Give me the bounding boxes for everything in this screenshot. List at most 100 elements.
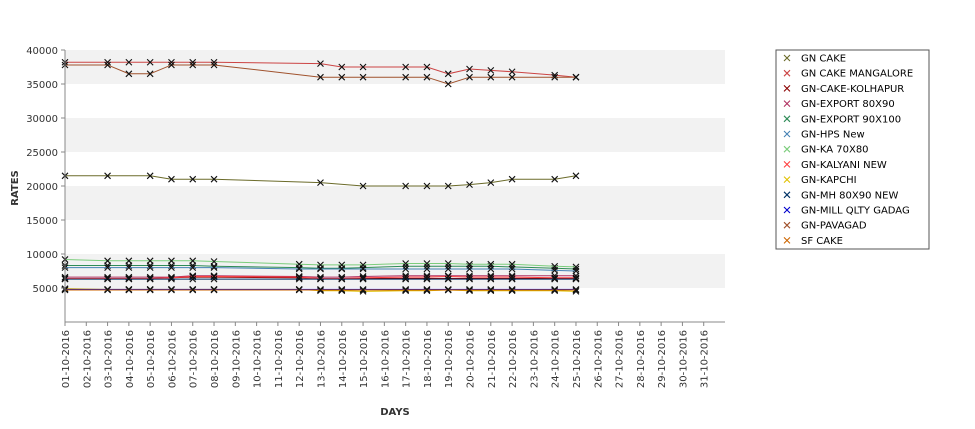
data-point — [338, 261, 346, 269]
x-tick-label: 28-10-2016 — [636, 330, 647, 388]
data-point — [210, 273, 218, 280]
data-point — [359, 273, 367, 280]
x-tick-label: 03-10-2016 — [104, 330, 115, 388]
data-point — [317, 261, 324, 269]
data-point — [210, 58, 218, 66]
data-point — [210, 61, 218, 69]
data-point — [146, 58, 154, 66]
legend-entry: GN-KALYANI NEW — [783, 160, 887, 171]
y-tick-label: 35000 — [26, 80, 58, 91]
x-tick-label: 16-10-2016 — [380, 330, 391, 388]
data-point — [423, 275, 431, 283]
data-point — [359, 261, 367, 269]
data-point — [572, 286, 580, 294]
data-point — [338, 73, 346, 81]
series-line — [65, 175, 577, 187]
data-point — [146, 286, 154, 294]
series-group — [61, 61, 580, 88]
data-point — [444, 273, 452, 280]
x-tick-label: 31-10-2016 — [700, 330, 711, 388]
x-tick-label: 14-10-2016 — [338, 330, 349, 388]
legend-marker — [783, 176, 791, 183]
x-tick-label: 22-10-2016 — [508, 330, 519, 388]
legend-box — [775, 49, 930, 250]
x-tick-label: 10-10-2016 — [253, 330, 264, 388]
data-point — [338, 286, 346, 294]
data-point — [317, 179, 324, 186]
data-point — [444, 70, 452, 78]
data-point — [104, 58, 111, 66]
x-tick-label: 15-10-2016 — [359, 330, 370, 388]
data-point — [444, 265, 452, 273]
data-point — [295, 275, 303, 283]
data-point — [551, 274, 559, 282]
data-point — [189, 275, 197, 283]
data-point — [423, 262, 431, 270]
series-layer — [61, 58, 580, 295]
data-point — [551, 286, 559, 294]
legend-marker — [783, 69, 791, 77]
y-tick-label: 5000 — [33, 284, 58, 295]
x-tick-label: 07-10-2016 — [189, 330, 200, 388]
legend-entry: GN-KAPCHI — [783, 175, 857, 186]
data-point — [210, 275, 218, 283]
x-tick-label: 17-10-2016 — [402, 330, 413, 388]
data-point — [572, 73, 580, 81]
legend-label: GN-KAPCHI — [801, 175, 857, 186]
x-tick-label: 21-10-2016 — [487, 330, 498, 388]
grid-band — [65, 186, 725, 220]
data-point — [359, 274, 367, 282]
data-point — [444, 260, 452, 267]
data-point — [359, 182, 367, 190]
data-point — [359, 73, 367, 81]
y-tick-label: 20000 — [26, 182, 58, 193]
x-tick-label: 06-10-2016 — [167, 330, 178, 388]
data-point — [508, 73, 516, 81]
data-point — [508, 68, 516, 76]
legend-label: GN-MH 80X90 NEW — [801, 190, 898, 201]
data-point — [444, 80, 452, 88]
series-group — [61, 275, 580, 283]
data-point — [168, 264, 175, 271]
data-point — [189, 273, 197, 280]
x-tick-label: 30-10-2016 — [678, 330, 689, 388]
data-point — [508, 286, 516, 294]
data-point — [317, 73, 324, 81]
x-tick-label: 02-10-2016 — [82, 330, 93, 388]
data-point — [168, 61, 175, 69]
legend-marker — [783, 85, 791, 92]
data-point — [125, 257, 133, 265]
series-line — [65, 64, 576, 85]
data-point — [104, 172, 111, 180]
data-point — [168, 58, 175, 66]
data-point — [168, 275, 175, 283]
data-point — [146, 70, 154, 78]
data-point — [402, 73, 410, 81]
data-point — [551, 73, 559, 81]
data-point — [125, 58, 133, 66]
data-point — [168, 286, 175, 294]
data-point — [551, 175, 559, 183]
data-point — [125, 70, 133, 78]
data-point — [423, 260, 431, 267]
series-group — [61, 256, 580, 271]
data-point — [295, 286, 303, 294]
x-axis-title: DAYS — [380, 407, 410, 418]
legend-label: GN-KA 70X80 — [801, 145, 869, 156]
legend-entry: GN-PAVAGAD — [783, 221, 867, 232]
data-point — [338, 63, 346, 71]
data-point — [210, 286, 218, 294]
legend-entry: GN CAKE MANGALORE — [783, 69, 913, 80]
data-point — [572, 274, 580, 282]
grid-bands — [65, 50, 725, 322]
data-point — [402, 63, 410, 71]
x-tick-label: 08-10-2016 — [210, 330, 221, 388]
data-point — [359, 63, 367, 71]
x-tick-label: 04-10-2016 — [125, 330, 136, 388]
x-tick-label: 20-10-2016 — [466, 330, 477, 388]
data-point — [572, 275, 580, 283]
legend-marker — [783, 54, 791, 62]
legend-marker — [783, 237, 791, 244]
data-point — [104, 257, 111, 265]
